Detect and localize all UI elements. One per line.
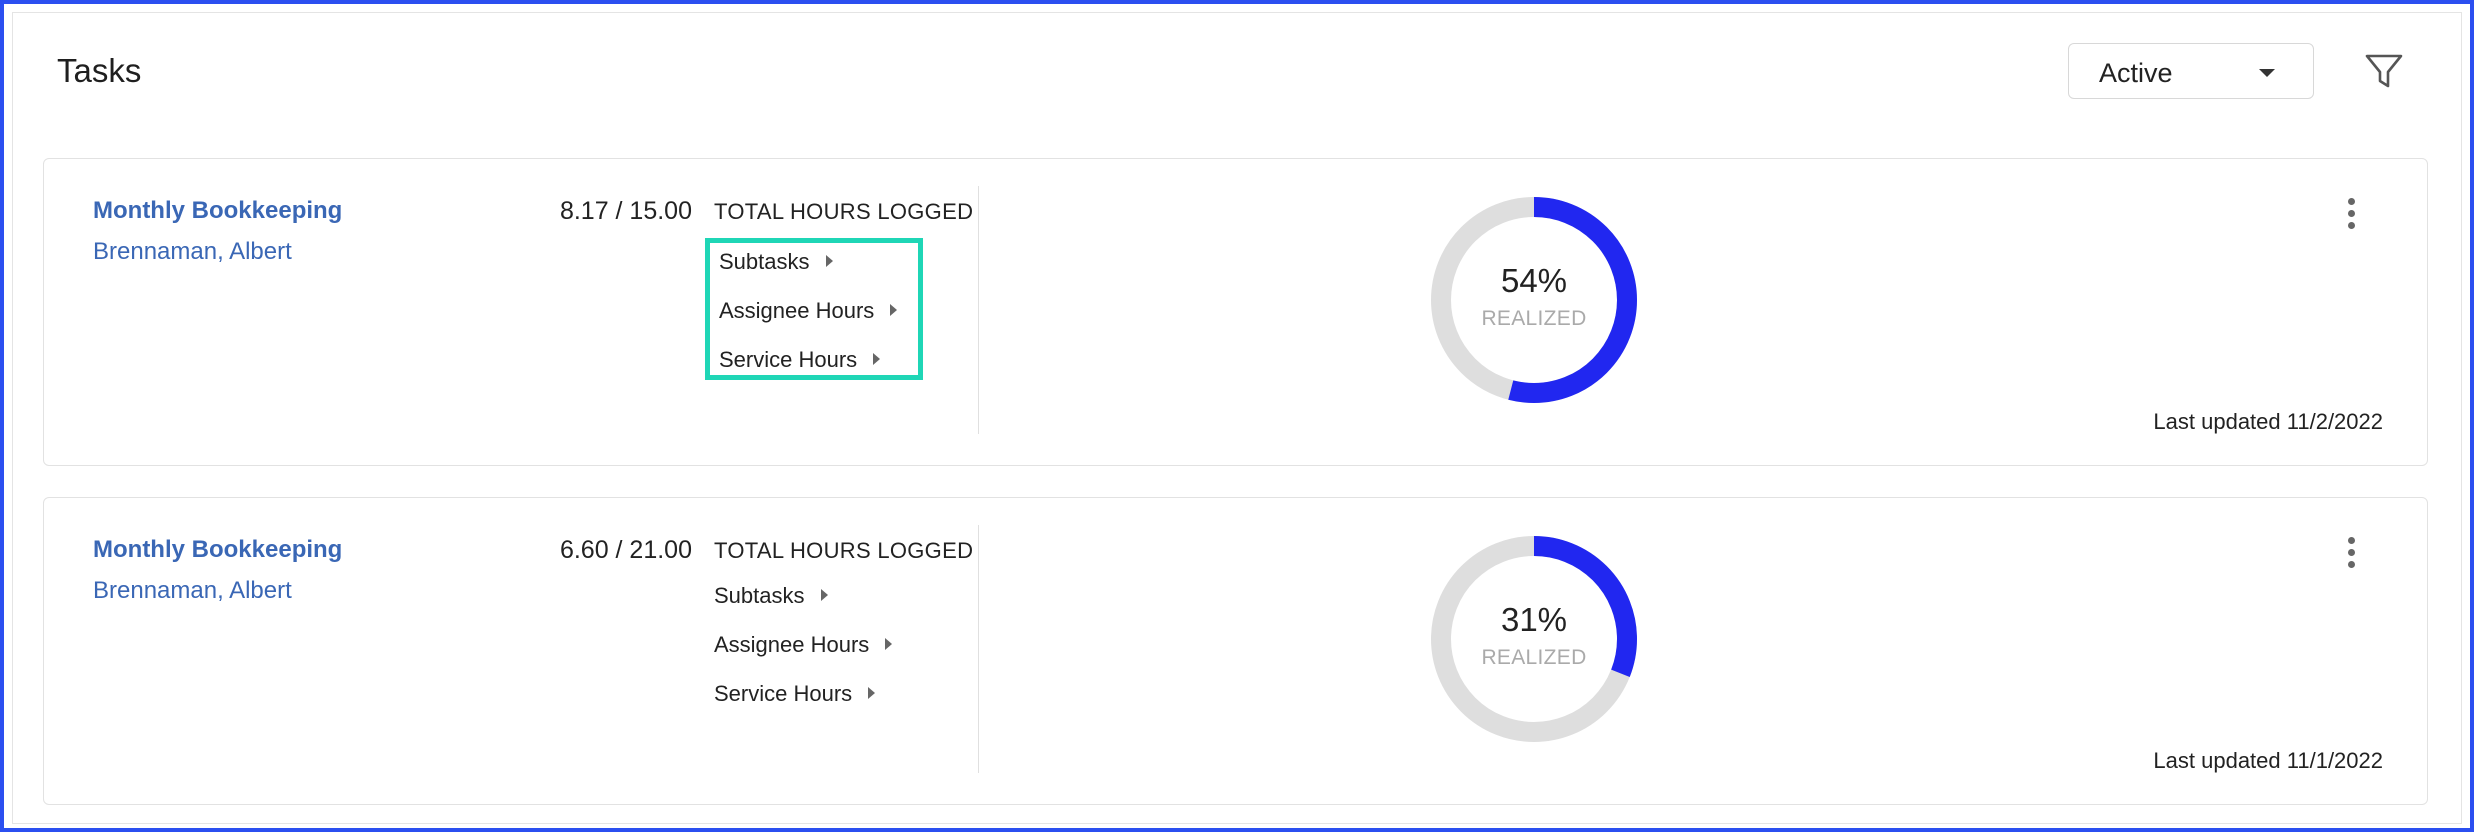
realized-donut: 54% REALIZED (1428, 194, 1640, 406)
more-vertical-icon (2348, 537, 2355, 544)
task-assignee-link[interactable]: Brennaman, Albert (93, 238, 292, 265)
hours-logged-label: TOTAL HOURS LOGGED (714, 538, 974, 563)
breakdown-expanders: Subtasks Assignee Hours Service Hours (705, 577, 923, 719)
last-updated-text: Last updated 11/2/2022 (2153, 409, 2383, 434)
breakdown-expanders: Subtasks Assignee Hours Service Hours (705, 238, 923, 380)
status-filter-select[interactable]: Active (2068, 43, 2314, 99)
assignee-hours-label: Assignee Hours (714, 632, 870, 657)
realized-donut-chart (1431, 536, 1637, 742)
hours-logged-value: 6.60 / 21.00 (559, 536, 692, 564)
realized-donut: 31% REALIZED (1428, 533, 1640, 745)
donut-progress-arc (1431, 536, 1637, 742)
hours-logged-label: TOTAL HOURS LOGGED (714, 199, 974, 224)
filter-icon (2365, 54, 2403, 88)
assignee-hours-label: Assignee Hours (719, 298, 875, 323)
more-vertical-icon (2348, 198, 2355, 205)
service-hours-expander[interactable]: Service Hours (714, 681, 876, 707)
caret-right-icon (873, 353, 881, 365)
more-vertical-icon-dot (2348, 549, 2355, 556)
more-vertical-icon-dot (2348, 210, 2355, 217)
caret-right-icon (885, 638, 893, 650)
task-card: Monthly Bookkeeping Brennaman, Albert 6.… (43, 497, 2428, 805)
caret-right-icon (820, 589, 828, 601)
more-options-button[interactable] (2342, 535, 2362, 571)
realized-percent: 54% (1500, 262, 1568, 299)
more-vertical-icon-dot (2348, 222, 2355, 229)
caret-right-icon (890, 304, 898, 316)
task-assignee-link[interactable]: Brennaman, Albert (93, 577, 292, 604)
subtasks-label: Subtasks (719, 249, 810, 274)
card-divider (978, 186, 979, 434)
last-updated-text: Last updated 11/1/2022 (2153, 748, 2383, 773)
realized-percent: 31% (1500, 601, 1568, 638)
caret-right-icon (868, 687, 876, 699)
realized-label: REALIZED (1481, 307, 1587, 330)
subtasks-label: Subtasks (714, 583, 805, 608)
more-options-button[interactable] (2342, 196, 2362, 232)
page-title: Tasks (57, 52, 142, 89)
task-name-link[interactable]: Monthly Bookkeeping (93, 536, 343, 563)
realized-donut-chart (1431, 197, 1637, 403)
hours-logged-value: 8.17 / 15.00 (559, 197, 692, 225)
filter-button[interactable] (2362, 50, 2406, 94)
donut-progress-arc (1431, 197, 1637, 403)
status-filter-value: Active (2099, 58, 2173, 88)
assignee-hours-expander[interactable]: Assignee Hours (719, 298, 898, 324)
service-hours-expander[interactable]: Service Hours (719, 347, 881, 373)
caret-down-icon (2259, 69, 2275, 77)
task-name-link[interactable]: Monthly Bookkeeping (93, 197, 343, 224)
subtasks-expander[interactable]: Subtasks (719, 249, 833, 275)
task-card: Monthly Bookkeeping Brennaman, Albert 8.… (43, 158, 2428, 466)
subtasks-expander[interactable]: Subtasks (714, 583, 828, 609)
assignee-hours-expander[interactable]: Assignee Hours (714, 632, 893, 658)
card-divider (978, 525, 979, 773)
service-hours-label: Service Hours (719, 347, 858, 372)
realized-label: REALIZED (1481, 646, 1587, 669)
tasks-panel (12, 12, 2462, 824)
more-vertical-icon-dot (2348, 561, 2355, 568)
service-hours-label: Service Hours (714, 681, 853, 706)
caret-right-icon (825, 255, 833, 267)
